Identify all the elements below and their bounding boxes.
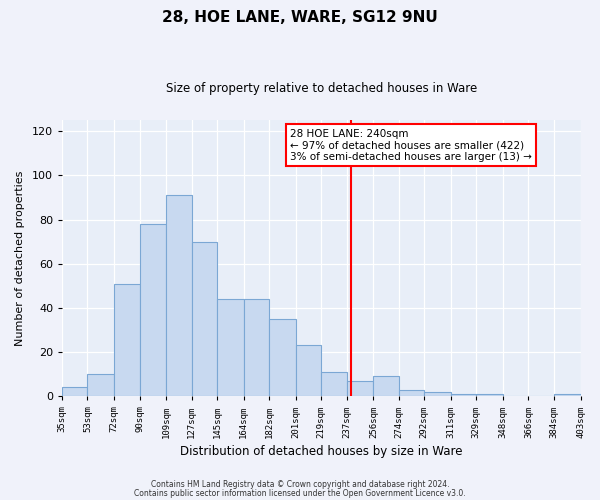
Title: Size of property relative to detached houses in Ware: Size of property relative to detached ho… [166,82,477,96]
Bar [347,381,373,396]
Text: Contains public sector information licensed under the Open Government Licence v3: Contains public sector information licen… [134,490,466,498]
Bar [476,394,503,396]
Bar [269,319,296,396]
Bar [166,196,191,396]
Bar [554,394,581,396]
Bar [62,388,88,396]
Bar [140,224,166,396]
Text: 28, HOE LANE, WARE, SG12 9NU: 28, HOE LANE, WARE, SG12 9NU [162,10,438,25]
Bar [244,299,269,396]
Bar [451,394,476,396]
Bar [296,346,321,397]
Bar [191,242,217,396]
Y-axis label: Number of detached properties: Number of detached properties [15,170,25,346]
X-axis label: Distribution of detached houses by size in Ware: Distribution of detached houses by size … [180,444,463,458]
Bar [373,376,399,396]
Text: Contains HM Land Registry data © Crown copyright and database right 2024.: Contains HM Land Registry data © Crown c… [151,480,449,489]
Text: 28 HOE LANE: 240sqm
← 97% of detached houses are smaller (422)
3% of semi-detach: 28 HOE LANE: 240sqm ← 97% of detached ho… [290,128,532,162]
Bar [424,392,451,396]
Bar [399,390,424,396]
Bar [88,374,114,396]
Bar [321,372,347,396]
Bar [114,284,140,397]
Bar [217,299,244,396]
